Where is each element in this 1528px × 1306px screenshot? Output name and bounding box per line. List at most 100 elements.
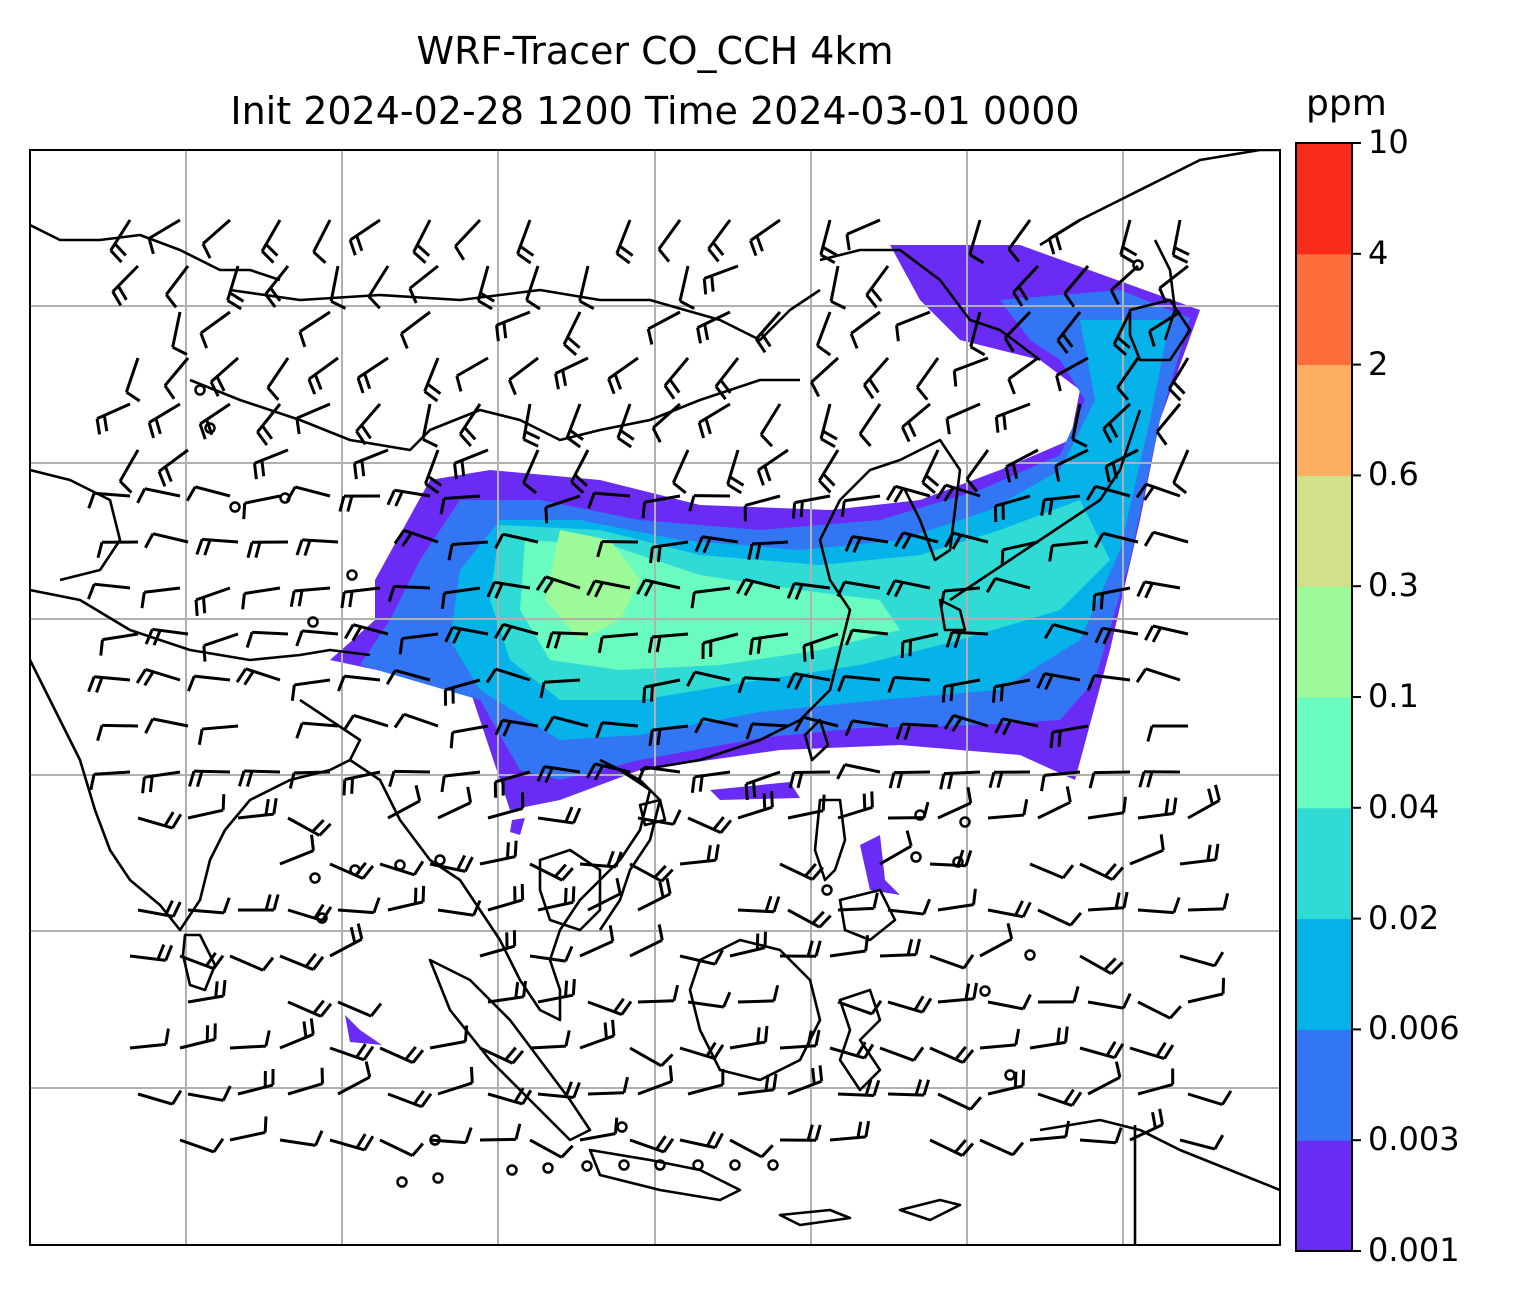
wind-barb-feather (1062, 864, 1075, 879)
wind-barb-feather (1155, 1041, 1167, 1058)
wind-barb-shaft (444, 770, 481, 778)
wind-barb-feather (994, 416, 1000, 433)
wind-barb-feather (221, 794, 226, 811)
wind-barb-feather (144, 628, 154, 645)
wind-barb-feather (521, 1089, 533, 1105)
wind-barb-shaft (379, 1138, 414, 1158)
wind-barb-feather (141, 777, 146, 794)
wind-barb-feather (744, 783, 749, 801)
wind-barb-feather (1213, 951, 1225, 967)
wind-barb-shaft (244, 586, 281, 595)
wind-barb-feather (140, 592, 146, 609)
wind-barb-feather (615, 877, 622, 895)
wind-barb-feather (985, 577, 997, 594)
wind-barb-feather (494, 719, 504, 736)
wind-barb-feather (222, 979, 227, 997)
wind-barb-shaft (424, 449, 440, 485)
wind-barb-feather (369, 1002, 383, 1018)
wind-barb-shaft (894, 579, 931, 590)
wind-barb-feather (754, 338, 767, 354)
wind-barb-shaft (953, 356, 989, 373)
wind-barb-shaft (552, 715, 589, 728)
wind-barb-shaft (1116, 357, 1140, 389)
wind-barb-shaft (1029, 862, 1064, 880)
wind-barb-shaft (1037, 908, 1072, 927)
wind-barb-feather (886, 579, 897, 596)
korea-peninsula (899, 438, 962, 562)
wind-barb-feather (908, 640, 913, 657)
wind-barb-shaft (679, 954, 716, 966)
title-line-1: WRF-Tracer CO_CCH 4km (416, 29, 894, 73)
japan-honshu (949, 409, 1142, 602)
wind-barb-feather (343, 714, 355, 730)
wind-barb-feather (954, 1045, 967, 1061)
wind-barb-feather (144, 532, 155, 549)
wind-barb-feather (348, 239, 357, 256)
wind-barb-feather (194, 599, 199, 616)
wind-barb-shaft (187, 1092, 224, 1102)
wind-barb-shaft (195, 586, 231, 602)
wind-barb-feather (1048, 498, 1054, 515)
wind-barb-shaft (587, 892, 621, 912)
wind-barb-shaft (502, 718, 539, 728)
wind-barb-feather (1116, 386, 1130, 401)
wind-barb-feather (656, 728, 662, 746)
wind-barb-feather (566, 336, 581, 349)
wind-barb-shaft (647, 310, 681, 331)
wind-barb-feather (113, 242, 127, 257)
wind-barb-feather (572, 1081, 581, 1099)
wind-barb-feather (672, 984, 680, 1002)
wind-barb-feather (422, 437, 438, 448)
wind-barb-shaft (1112, 311, 1132, 345)
wind-barb-shaft (587, 1091, 625, 1096)
wind-barb-feather (662, 1137, 675, 1153)
wind-barb-shaft (1052, 623, 1089, 636)
wind-barb-feather (952, 370, 958, 387)
wind-barb-feather (157, 470, 167, 487)
wind-barb-feather (999, 685, 1004, 702)
wind-barb-shaft (579, 1132, 616, 1142)
wind-barb-feather (613, 1117, 619, 1134)
wind-barb-feather (1122, 993, 1132, 1009)
wind-barb-shaft (393, 584, 431, 590)
wind-barb-feather (256, 431, 269, 446)
wind-barb-shaft (337, 1075, 371, 1096)
wind-barb-feather (212, 954, 225, 970)
wind-barb-shaft (293, 586, 331, 593)
colorbar-segment (1296, 697, 1352, 809)
wind-barb-feather (1213, 1134, 1225, 1150)
wind-barb-feather (1014, 900, 1024, 916)
wind-barb-feather (593, 764, 604, 781)
wind-barb-shaft (193, 769, 231, 774)
wind-barb-feather (668, 378, 681, 394)
wind-barb-feather (513, 840, 518, 857)
wind-barb-shaft (687, 1000, 724, 1009)
wind-barb-shaft (1137, 1083, 1174, 1096)
wind-barb-feather (1169, 1005, 1182, 1020)
wind-barb-feather (945, 631, 954, 648)
wind-barb-shaft (829, 265, 840, 302)
wind-barb-shaft (179, 1037, 216, 1050)
wind-barb-feather (524, 430, 541, 440)
wind-barb-shaft (349, 218, 381, 242)
wind-barb-feather (1168, 387, 1182, 402)
wind-barb-shaft (1172, 449, 1190, 484)
wind-barb-shaft (1137, 908, 1175, 915)
wind-barb-shaft (137, 816, 173, 830)
wind-barb-shaft (543, 678, 581, 684)
wind-barb-feather (996, 771, 1004, 789)
wind-barb-feather (888, 772, 896, 789)
wind-barb-feather (342, 779, 347, 796)
wind-barb-shaft (729, 1138, 763, 1159)
wind-barb-shaft (1102, 402, 1132, 430)
wind-barb-shaft (751, 540, 789, 546)
wind-barb-feather (1114, 1127, 1123, 1144)
wind-barb-shaft (1137, 811, 1174, 820)
wind-barb-feather (272, 798, 278, 815)
colorbar-tick-label: 0.001 (1368, 1231, 1460, 1269)
wind-barb-feather (164, 1028, 170, 1045)
wind-barb-shaft (393, 769, 431, 774)
wind-barb-feather (1071, 437, 1088, 448)
wind-barb-feather (297, 590, 304, 607)
